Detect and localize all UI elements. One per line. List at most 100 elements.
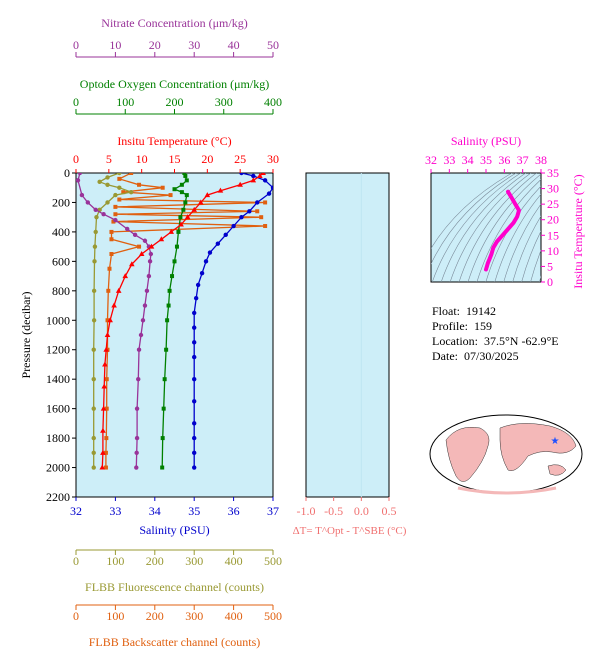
backscatter-point [129,173,134,175]
fluorescence-point [128,189,134,195]
density-contour [485,185,541,282]
nitrate-point [134,435,140,441]
ts-salinity-tick-label: 33 [443,153,455,167]
salinity-point [192,465,197,470]
salinity-tick-label: 36 [228,504,240,518]
delta-t-tick-label: -0.5 [324,504,343,518]
temperature-point [100,405,107,411]
nitrate-point [77,173,83,176]
temperature-axis-label: Insitu Temperature (°C) [117,134,231,148]
backscatter-point [113,204,118,209]
salinity-point [192,450,197,456]
nitrate-point [138,332,144,338]
backscatter-point [121,190,126,195]
temperature-point [250,177,257,183]
density-contour [440,173,527,282]
salinity-point [192,354,197,360]
density-contour [467,173,541,282]
nitrate-point [113,217,118,223]
pressure-tick-label: 1800 [46,431,70,445]
float-info: Float: 19142 Profile: 159 Location: 37.5… [432,304,559,364]
salinity-point [207,250,213,255]
temperature-point [148,243,155,249]
ts-salinity-tick-label: 36 [498,153,510,167]
oxygen-point [184,178,189,183]
ts-temp-tick-label: 10 [547,244,559,258]
temperature-point [158,236,165,242]
nitrate-tick-label: 50 [267,38,279,52]
nitrate-tick-label: 10 [109,38,121,52]
fluorescence-point [94,214,99,220]
fluorescence-point [91,435,96,441]
backscatter-point [104,436,109,441]
ts-salinity-tick-label: 32 [425,153,437,167]
map-land-eurasia-africa [499,423,577,471]
oxygen-point [174,244,179,249]
fluorescence-point [105,200,110,205]
nitrate-point [132,232,138,238]
backscatter-point [109,237,114,242]
pressure-tick-label: 2000 [46,461,70,475]
backscatter-point [160,185,165,190]
fluorescence-point [97,179,102,185]
density-contour [431,173,517,265]
salinity-point [266,191,272,196]
salinity-point [192,421,197,426]
fluorescence-point [91,288,97,294]
fluorescence-tick-label: 500 [264,554,282,568]
float-id: 19142 [466,304,497,318]
temperature-tick-label: 20 [201,152,213,166]
salinity-line [193,173,273,468]
density-contour [521,230,541,282]
fluorescence-point [91,406,96,411]
ts-temp-axis-label: Insitu Temperature (°C) [571,174,585,288]
map-land-americas [445,427,490,482]
salinity-point [192,310,197,316]
fluorescence-point [91,347,96,352]
salinity-point [192,325,197,330]
salinity-point [262,178,268,183]
map-land-antarctica [457,486,557,495]
backscatter-point [104,406,109,411]
salinity-point [192,399,197,404]
backscatter-point [263,200,268,205]
density-contour [431,173,513,249]
ts-temp-tick-label: 15 [547,228,559,242]
pressure-axis-label: Pressure (decibar) [19,292,33,379]
nitrate-point [134,450,139,456]
temperature-tick-label: 25 [234,152,246,166]
temperature-point [100,427,106,433]
backscatter-point [117,176,122,181]
pressure-tick-label: 0 [64,166,70,180]
ts-temp-tick-label: 20 [547,213,559,227]
nitrate-point [146,273,152,279]
oxygen-point [179,182,184,187]
backscatter-point [103,450,108,455]
temperature-point [204,192,211,198]
salinity-point [195,282,201,288]
oxygen-tick-label: 400 [264,95,282,109]
oxygen-tick-label: 100 [116,95,134,109]
fluorescence-point [91,376,96,382]
backscatter-tick-label: 500 [264,609,282,623]
salinity-point [199,270,205,276]
nitrate-tick-label: 30 [188,38,200,52]
backscatter-point [259,215,264,220]
temperature-point [197,199,204,205]
temperature-point [100,449,106,455]
density-contour [512,215,541,282]
fluorescence-point [91,318,97,323]
nitrate-tick-label: 20 [149,38,161,52]
pressure-tick-label: 1000 [46,313,70,327]
density-contour [494,193,541,282]
backscatter-tick-label: 300 [185,609,203,623]
pressure-tick-label: 600 [52,254,70,268]
nitrate-tick-label: 0 [73,38,79,52]
pressure-tick-label: 400 [52,225,70,239]
fluorescence-tick-label: 200 [146,554,164,568]
temperature-point [101,383,108,389]
salinity-point [193,295,199,301]
salinity-point [231,223,236,229]
date-line: Date: 07/30/2025 [432,349,519,363]
backscatter-point [104,377,109,382]
